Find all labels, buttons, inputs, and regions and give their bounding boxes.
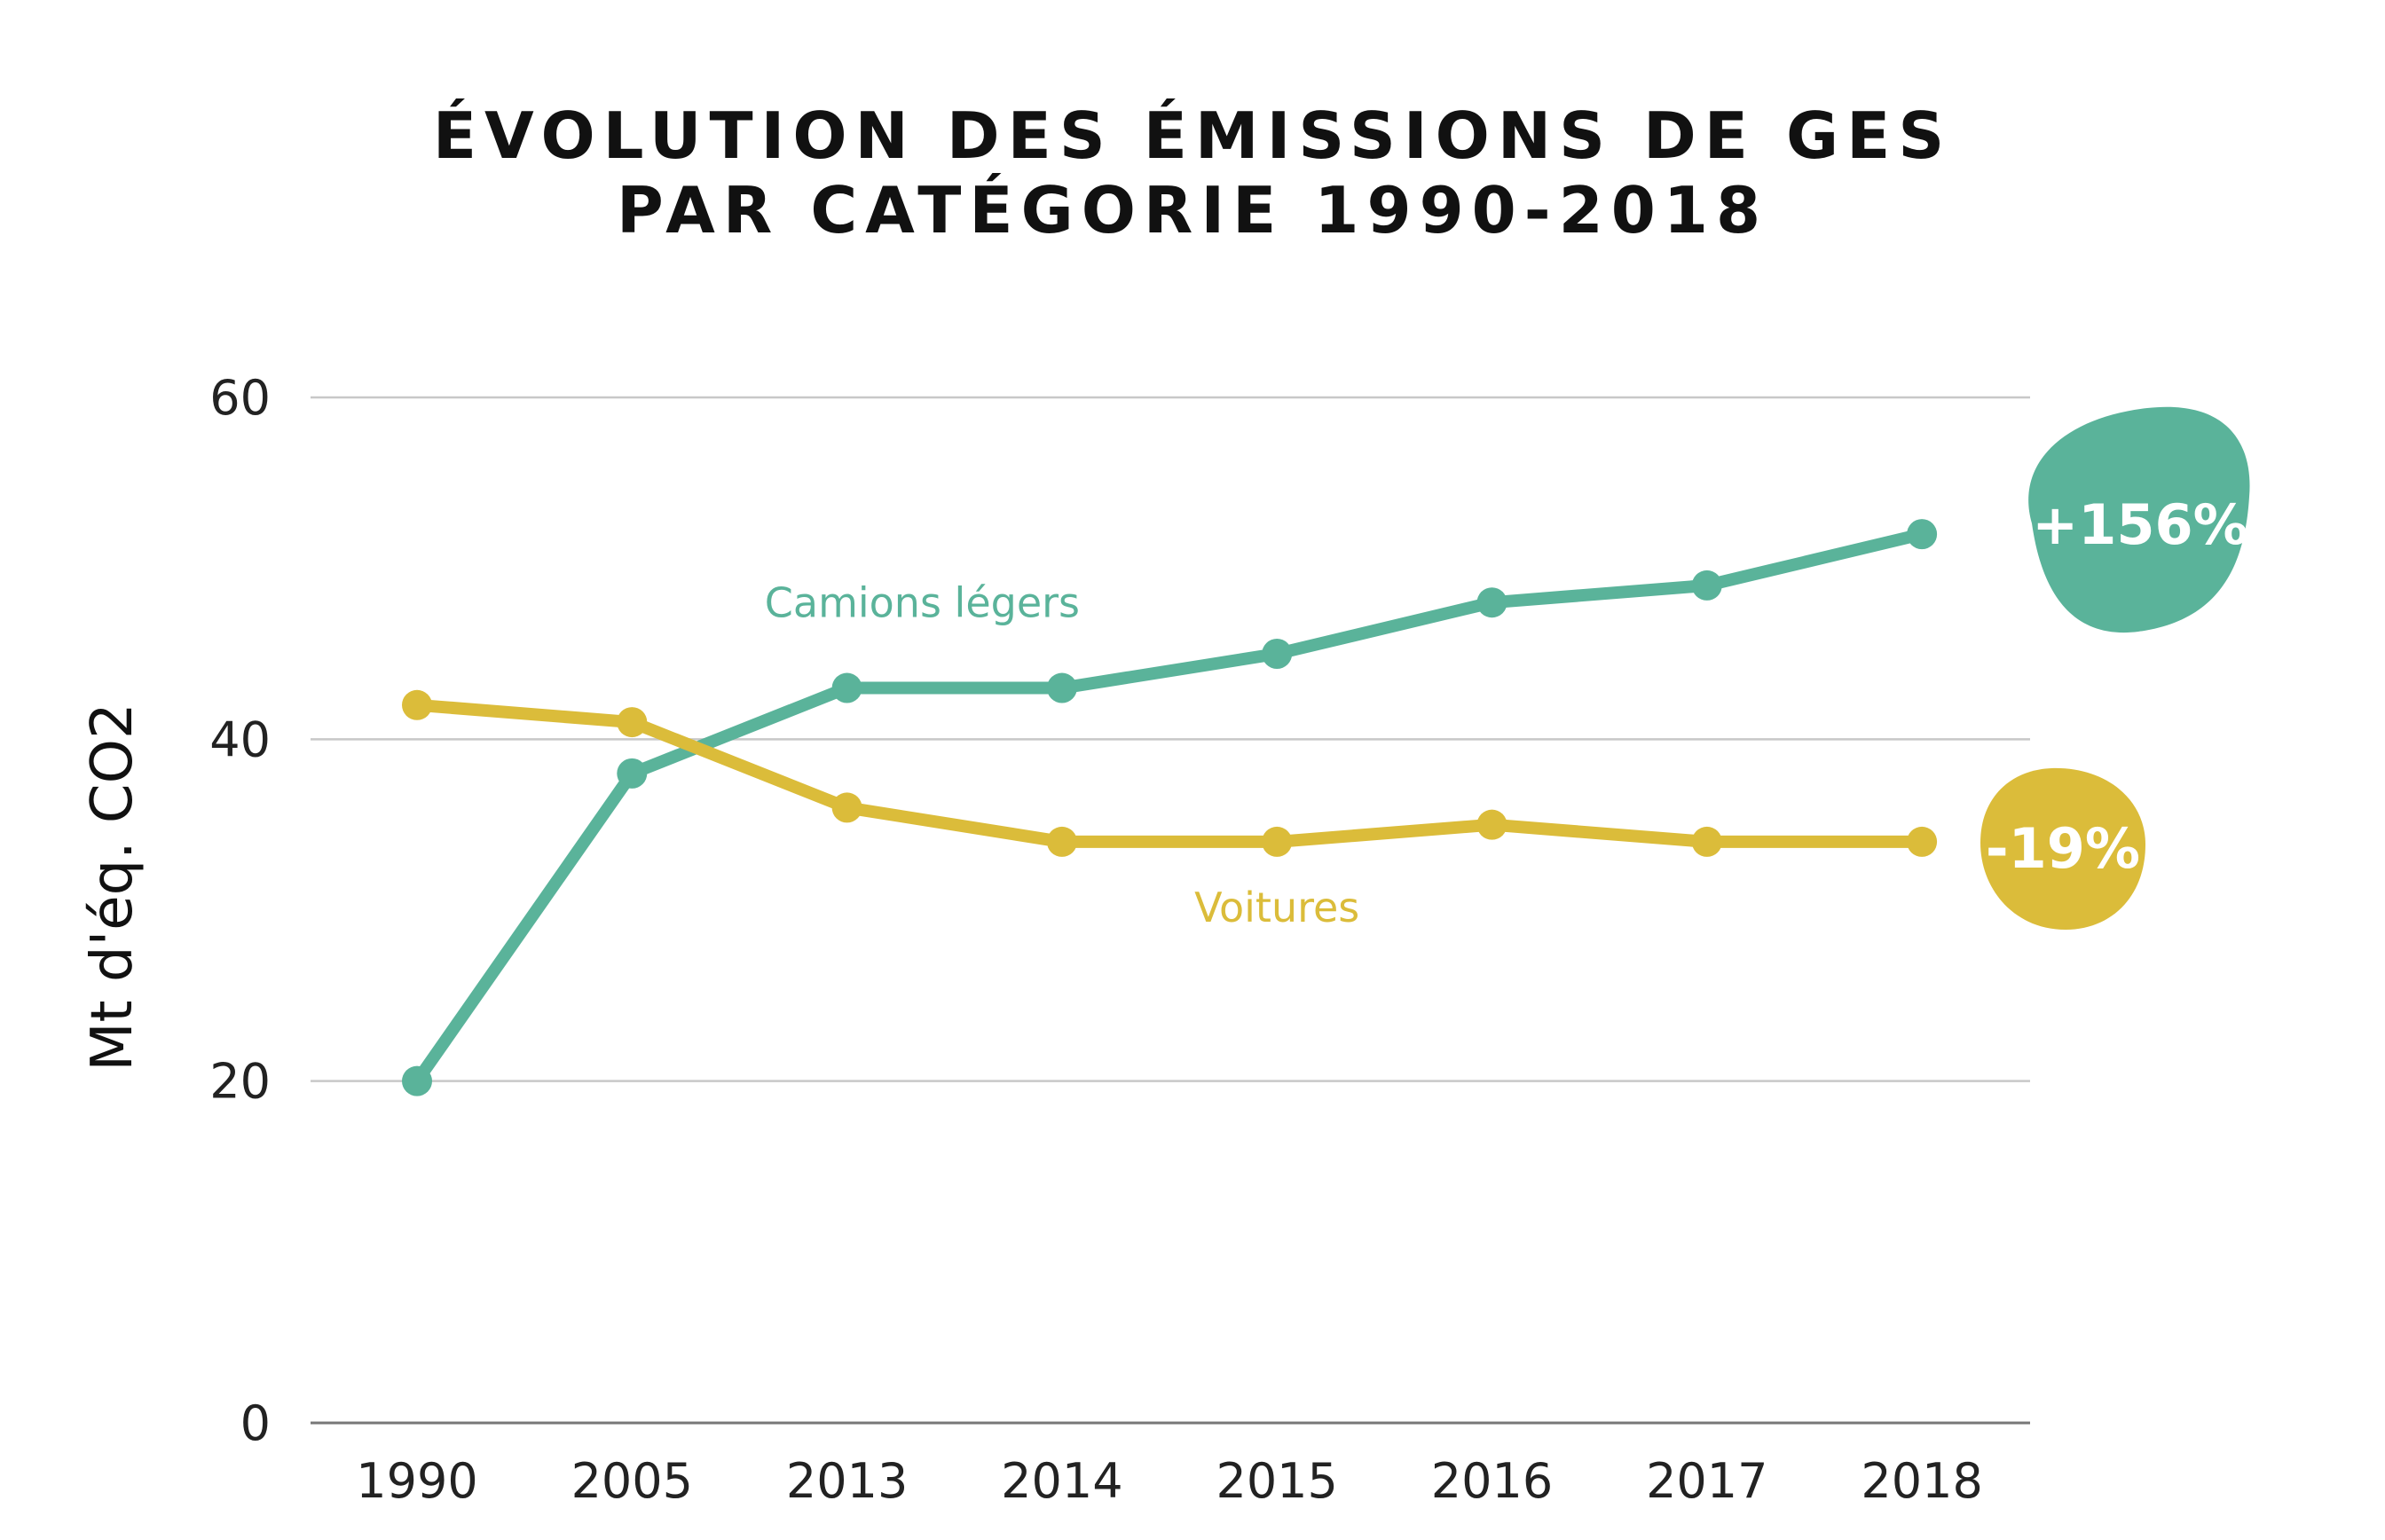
x-tick-label: 2016	[1431, 1453, 1553, 1509]
data-point	[1262, 639, 1293, 669]
series-0: Camions légers +156%	[402, 406, 2250, 1096]
change-badge-label: -19%	[1986, 816, 2140, 881]
chart-title-line-2: PAR CATÉGORIE 1990-2018	[617, 173, 1768, 248]
x-tick-label: 2018	[1861, 1453, 1982, 1509]
x-tick-label: 2005	[571, 1453, 693, 1509]
data-point	[1476, 587, 1507, 618]
y-tick-label: 40	[209, 711, 271, 767]
x-tick-label: 2017	[1646, 1453, 1767, 1509]
data-point	[1691, 826, 1722, 857]
data-point	[1046, 672, 1077, 703]
data-point	[1907, 826, 1938, 857]
x-axis-ticks: 1990 2005 2013 2014 2015 2016 2017 2018	[356, 1453, 1983, 1509]
x-tick-label: 2014	[1001, 1453, 1122, 1509]
series-name-label: Camions légers	[765, 579, 1080, 627]
x-tick-label: 1990	[356, 1453, 477, 1509]
chart-title-line-1: ÉVOLUTION DES ÉMISSIONS DE GES	[433, 98, 1952, 173]
data-point	[617, 758, 648, 789]
y-axis-label: Mt d'éq. CO2	[80, 703, 146, 1071]
change-badge	[1980, 767, 2145, 930]
series-line	[411, 698, 1929, 848]
change-badge-label: +156%	[2032, 492, 2248, 557]
data-point	[402, 1065, 432, 1096]
series-name-label: Voitures	[1194, 884, 1359, 931]
y-tick-label: 60	[209, 370, 271, 426]
data-point	[617, 707, 648, 738]
data-point	[402, 689, 432, 720]
data-point	[1476, 809, 1507, 840]
data-point	[1262, 826, 1293, 857]
data-point	[831, 672, 862, 703]
y-tick-label: 20	[209, 1054, 271, 1110]
series-1: Voitures -19%	[402, 689, 2145, 931]
gridlines	[311, 396, 2030, 1425]
x-tick-label: 2013	[786, 1453, 908, 1509]
series-group: Camions légers +156% Voitures -19%	[402, 406, 2250, 1096]
change-badge	[2028, 406, 2250, 633]
series-line	[411, 528, 1929, 1088]
data-point	[1691, 570, 1722, 601]
data-point	[831, 792, 862, 823]
y-axis-ticks: 0 20 40 60	[209, 370, 271, 1451]
y-tick-label: 0	[240, 1395, 271, 1451]
x-tick-label: 2015	[1216, 1453, 1337, 1509]
data-point	[1046, 826, 1077, 857]
data-point	[1907, 519, 1938, 550]
